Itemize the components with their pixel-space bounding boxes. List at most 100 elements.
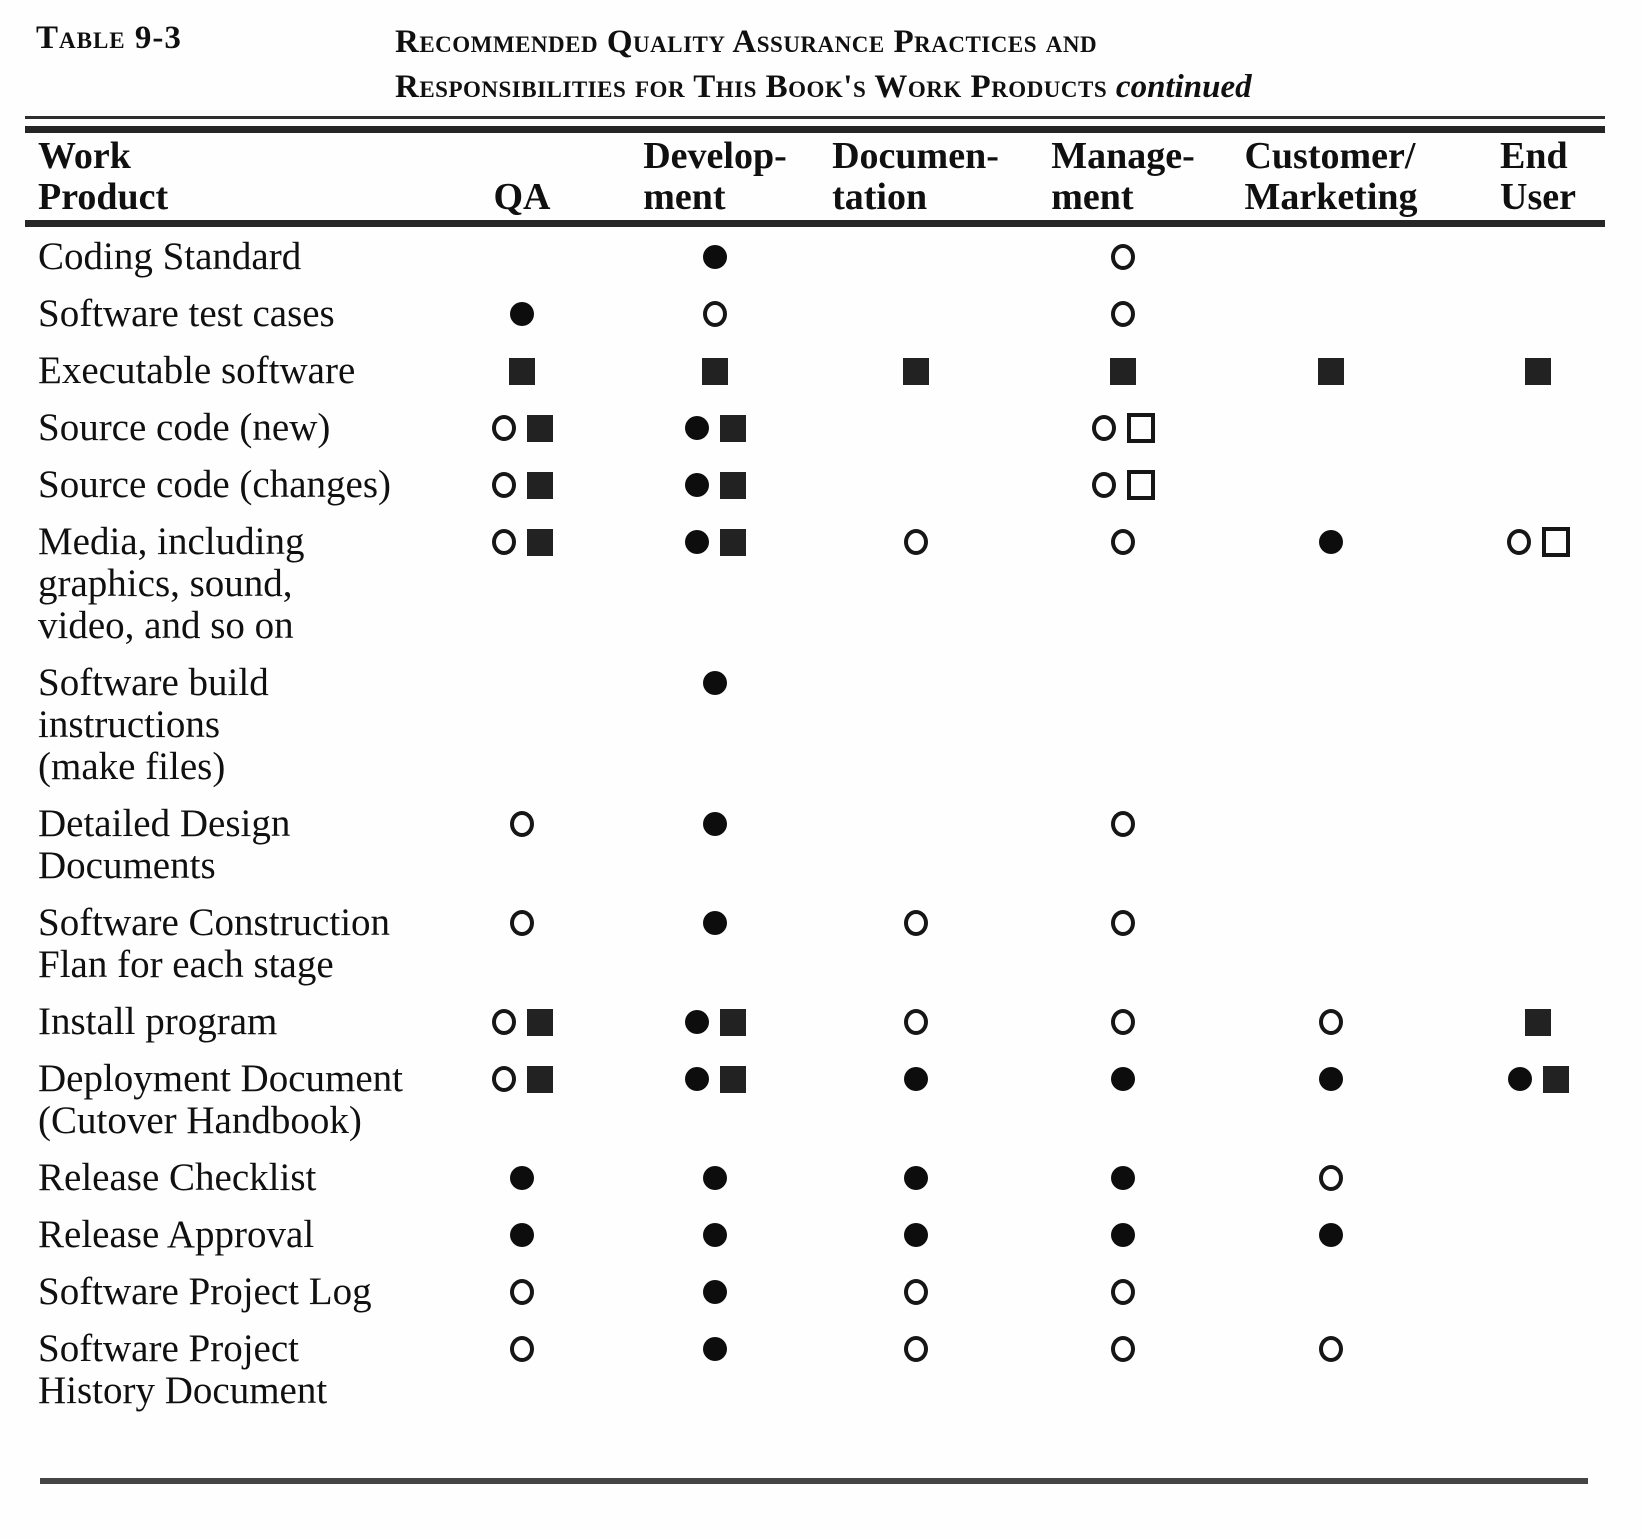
responsibility-cell — [1434, 515, 1642, 569]
open-square-icon — [1126, 413, 1155, 443]
responsibility-cell — [813, 797, 1018, 851]
filled-square-icon — [509, 357, 535, 385]
table-row: Source code (changes) — [0, 458, 1642, 515]
responsibility-cell — [813, 1208, 1018, 1262]
work-product-label: Software Project History Document — [38, 1327, 328, 1412]
filled-square-icon — [526, 528, 553, 556]
table-title-line1: Recommended Quality Assurance Practices … — [395, 24, 1098, 60]
table-row: Software Construction Flan for each stag… — [0, 896, 1642, 995]
responsibility-cell — [813, 230, 1018, 284]
responsibility-cell — [1228, 230, 1434, 284]
table-title: Recommended Quality Assurance Practices … — [395, 20, 1252, 110]
responsibility-cell — [427, 1322, 617, 1376]
table-title-continued: continued — [1115, 69, 1252, 105]
filled-circle-icon — [684, 416, 709, 440]
filled-square-icon — [526, 1065, 553, 1093]
open-circle-icon — [1091, 472, 1116, 498]
responsibility-cell — [1434, 344, 1642, 398]
open-square-icon — [1541, 527, 1570, 557]
open-circle-icon — [1506, 529, 1531, 555]
responsibility-cell — [617, 1322, 813, 1376]
responsibility-cell — [1228, 515, 1434, 569]
work-product-label: Detailed Design Documents — [38, 802, 291, 887]
filled-square-icon — [719, 1065, 746, 1093]
responsibility-cell — [1434, 896, 1642, 950]
responsibility-cell — [1018, 797, 1228, 851]
responsibility-cell — [1018, 896, 1228, 950]
open-circle-icon — [903, 1336, 928, 1362]
responsibility-cell — [617, 995, 813, 1049]
responsibility-cell — [1228, 797, 1434, 851]
work-product-label: Release Approval — [38, 1213, 315, 1256]
responsibility-cell — [617, 656, 813, 710]
open-circle-icon — [1319, 1165, 1343, 1191]
filled-circle-icon — [684, 1067, 709, 1091]
responsibility-cell — [427, 896, 617, 950]
open-square-icon — [1126, 470, 1155, 500]
table-row: Release Checklist — [0, 1151, 1642, 1208]
responsibility-cell — [1228, 1322, 1434, 1376]
responsibility-cell — [813, 896, 1018, 950]
column-header-documentation: Documen- tation — [832, 135, 999, 218]
responsibility-cell — [813, 1265, 1018, 1319]
responsibility-cell — [813, 458, 1018, 512]
filled-square-icon — [526, 1008, 553, 1036]
filled-circle-icon — [703, 1337, 727, 1361]
work-product-label: Software Project Log — [38, 1270, 372, 1313]
open-circle-icon — [491, 415, 516, 441]
filled-circle-icon — [703, 812, 727, 836]
column-header-management: Manage- ment — [1051, 135, 1195, 218]
open-circle-icon — [903, 910, 928, 936]
open-circle-icon — [510, 910, 534, 936]
filled-square-icon — [719, 471, 746, 499]
filled-circle-icon — [903, 1223, 928, 1247]
table-row: Software Project History Document — [0, 1322, 1642, 1421]
responsibility-cell — [427, 1052, 617, 1106]
responsibility-cell — [813, 401, 1018, 455]
work-product-label: Coding Standard — [38, 235, 302, 278]
work-product-label: Media, including graphics, sound, video,… — [38, 520, 305, 647]
work-product-label: Install program — [38, 1000, 278, 1043]
filled-circle-icon — [903, 1067, 928, 1091]
table-row: Executable software — [0, 344, 1642, 401]
open-circle-icon — [491, 1066, 516, 1092]
filled-square-icon — [526, 414, 553, 442]
open-circle-icon — [1091, 415, 1116, 441]
filled-circle-icon — [684, 530, 709, 554]
open-circle-icon — [510, 811, 534, 837]
responsibility-cell — [617, 344, 813, 398]
open-circle-icon — [1319, 1336, 1343, 1362]
table-row: Coding Standard — [0, 230, 1642, 287]
work-product-label: Release Checklist — [38, 1156, 317, 1199]
responsibility-cell — [427, 995, 617, 1049]
responsibility-cell — [1018, 656, 1228, 710]
work-product-label: Source code (new) — [38, 406, 331, 449]
responsibility-cell — [1018, 515, 1228, 569]
responsibility-cell — [1018, 287, 1228, 341]
filled-circle-icon — [510, 1223, 534, 1247]
responsibility-cell — [427, 1151, 617, 1205]
responsibility-cell — [427, 287, 617, 341]
open-circle-icon — [903, 529, 928, 555]
responsibility-cell — [1228, 1265, 1434, 1319]
filled-circle-icon — [703, 1223, 727, 1247]
table-title-line2: Responsibilities for This Book's Work Pr… — [395, 69, 1108, 105]
filled-circle-icon — [684, 473, 709, 497]
column-header-customer-marketing: Customer/ Marketing — [1244, 135, 1418, 218]
filled-circle-icon — [1111, 1166, 1135, 1190]
responsibility-cell — [1434, 1151, 1642, 1205]
filled-circle-icon — [703, 671, 727, 695]
responsibility-cell — [813, 995, 1018, 1049]
filled-square-icon — [1525, 357, 1551, 385]
filled-square-icon — [526, 471, 553, 499]
open-circle-icon — [703, 301, 727, 327]
responsibility-cell — [813, 344, 1018, 398]
responsibility-cell — [617, 458, 813, 512]
responsibility-cell — [427, 458, 617, 512]
responsibility-cell — [1434, 995, 1642, 1049]
work-product-label: Executable software — [38, 349, 356, 392]
open-circle-icon — [1111, 1009, 1135, 1035]
open-circle-icon — [1111, 811, 1135, 837]
work-product-label: Source code (changes) — [38, 463, 391, 506]
